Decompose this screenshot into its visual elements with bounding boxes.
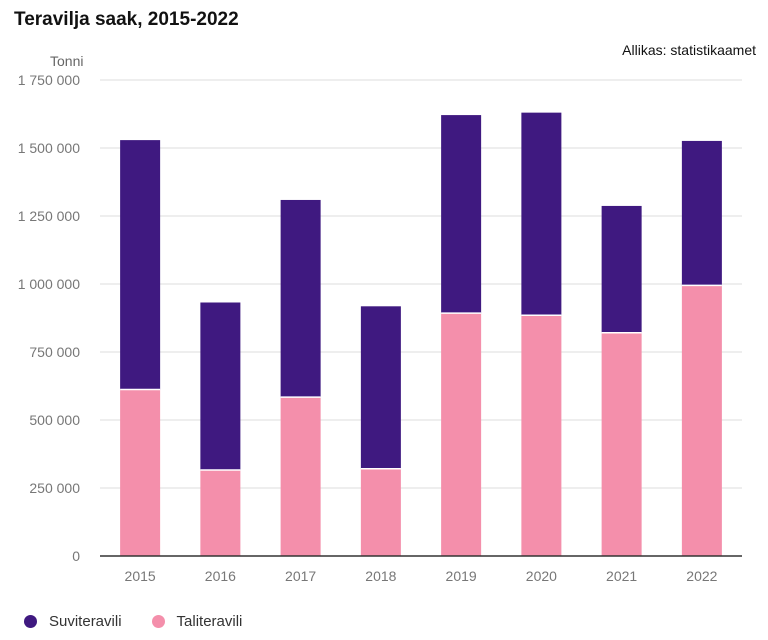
x-tick-label: 2022 <box>686 568 717 584</box>
x-tick-label: 2020 <box>526 568 557 584</box>
bar-suviteravili-2020 <box>521 112 562 316</box>
x-tick-label: 2021 <box>606 568 637 584</box>
chart-title: Teravilja saak, 2015-2022 <box>14 9 239 30</box>
bar-taliteravili-2019 <box>441 313 482 556</box>
x-tick-label: 2019 <box>446 568 477 584</box>
bar-taliteravili-2022 <box>681 285 722 556</box>
y-axis-unit-label: Tonni <box>50 53 84 69</box>
y-tick-label: 1 250 000 <box>18 208 80 224</box>
legend: Suviteravili Taliteravili <box>24 613 242 630</box>
bar-suviteravili-2019 <box>441 115 482 314</box>
x-tick-label: 2018 <box>365 568 396 584</box>
source-note: Allikas: statistikaamet <box>622 42 756 58</box>
bar-taliteravili-2015 <box>120 389 161 556</box>
bar-taliteravili-2018 <box>360 468 401 556</box>
legend-swatch-suviteravili <box>24 615 37 628</box>
bar-suviteravili-2015 <box>120 140 161 390</box>
legend-label-taliteravili: Taliteravili <box>176 613 243 630</box>
y-tick-label: 1 000 000 <box>18 276 80 292</box>
y-tick-label: 1 500 000 <box>18 140 80 156</box>
x-tick-label: 2015 <box>125 568 156 584</box>
legend-swatch-taliteravili <box>151 615 165 628</box>
bar-suviteravili-2017 <box>280 199 321 398</box>
bar-taliteravili-2016 <box>200 470 241 556</box>
y-tick-label: 1 750 000 <box>18 72 80 88</box>
y-tick-label: 750 000 <box>29 344 80 360</box>
bar-suviteravili-2022 <box>681 140 722 286</box>
x-tick-label: 2017 <box>285 568 316 584</box>
bar-taliteravili-2020 <box>521 315 562 556</box>
y-tick-label: 250 000 <box>29 480 80 496</box>
legend-item-suviteravili[interactable]: Suviteravili <box>24 613 122 630</box>
legend-item-taliteravili[interactable]: Taliteravili <box>151 613 243 630</box>
bar-taliteravili-2017 <box>280 397 321 556</box>
bar-suviteravili-2021 <box>601 205 642 333</box>
legend-label-suviteravili: Suviteravili <box>49 613 122 630</box>
bar-suviteravili-2018 <box>360 306 401 469</box>
y-tick-label: 0 <box>72 548 80 564</box>
x-tick-label: 2016 <box>205 568 236 584</box>
y-tick-label: 500 000 <box>29 412 80 428</box>
bar-taliteravili-2021 <box>601 332 642 556</box>
bar-suviteravili-2016 <box>200 302 241 471</box>
